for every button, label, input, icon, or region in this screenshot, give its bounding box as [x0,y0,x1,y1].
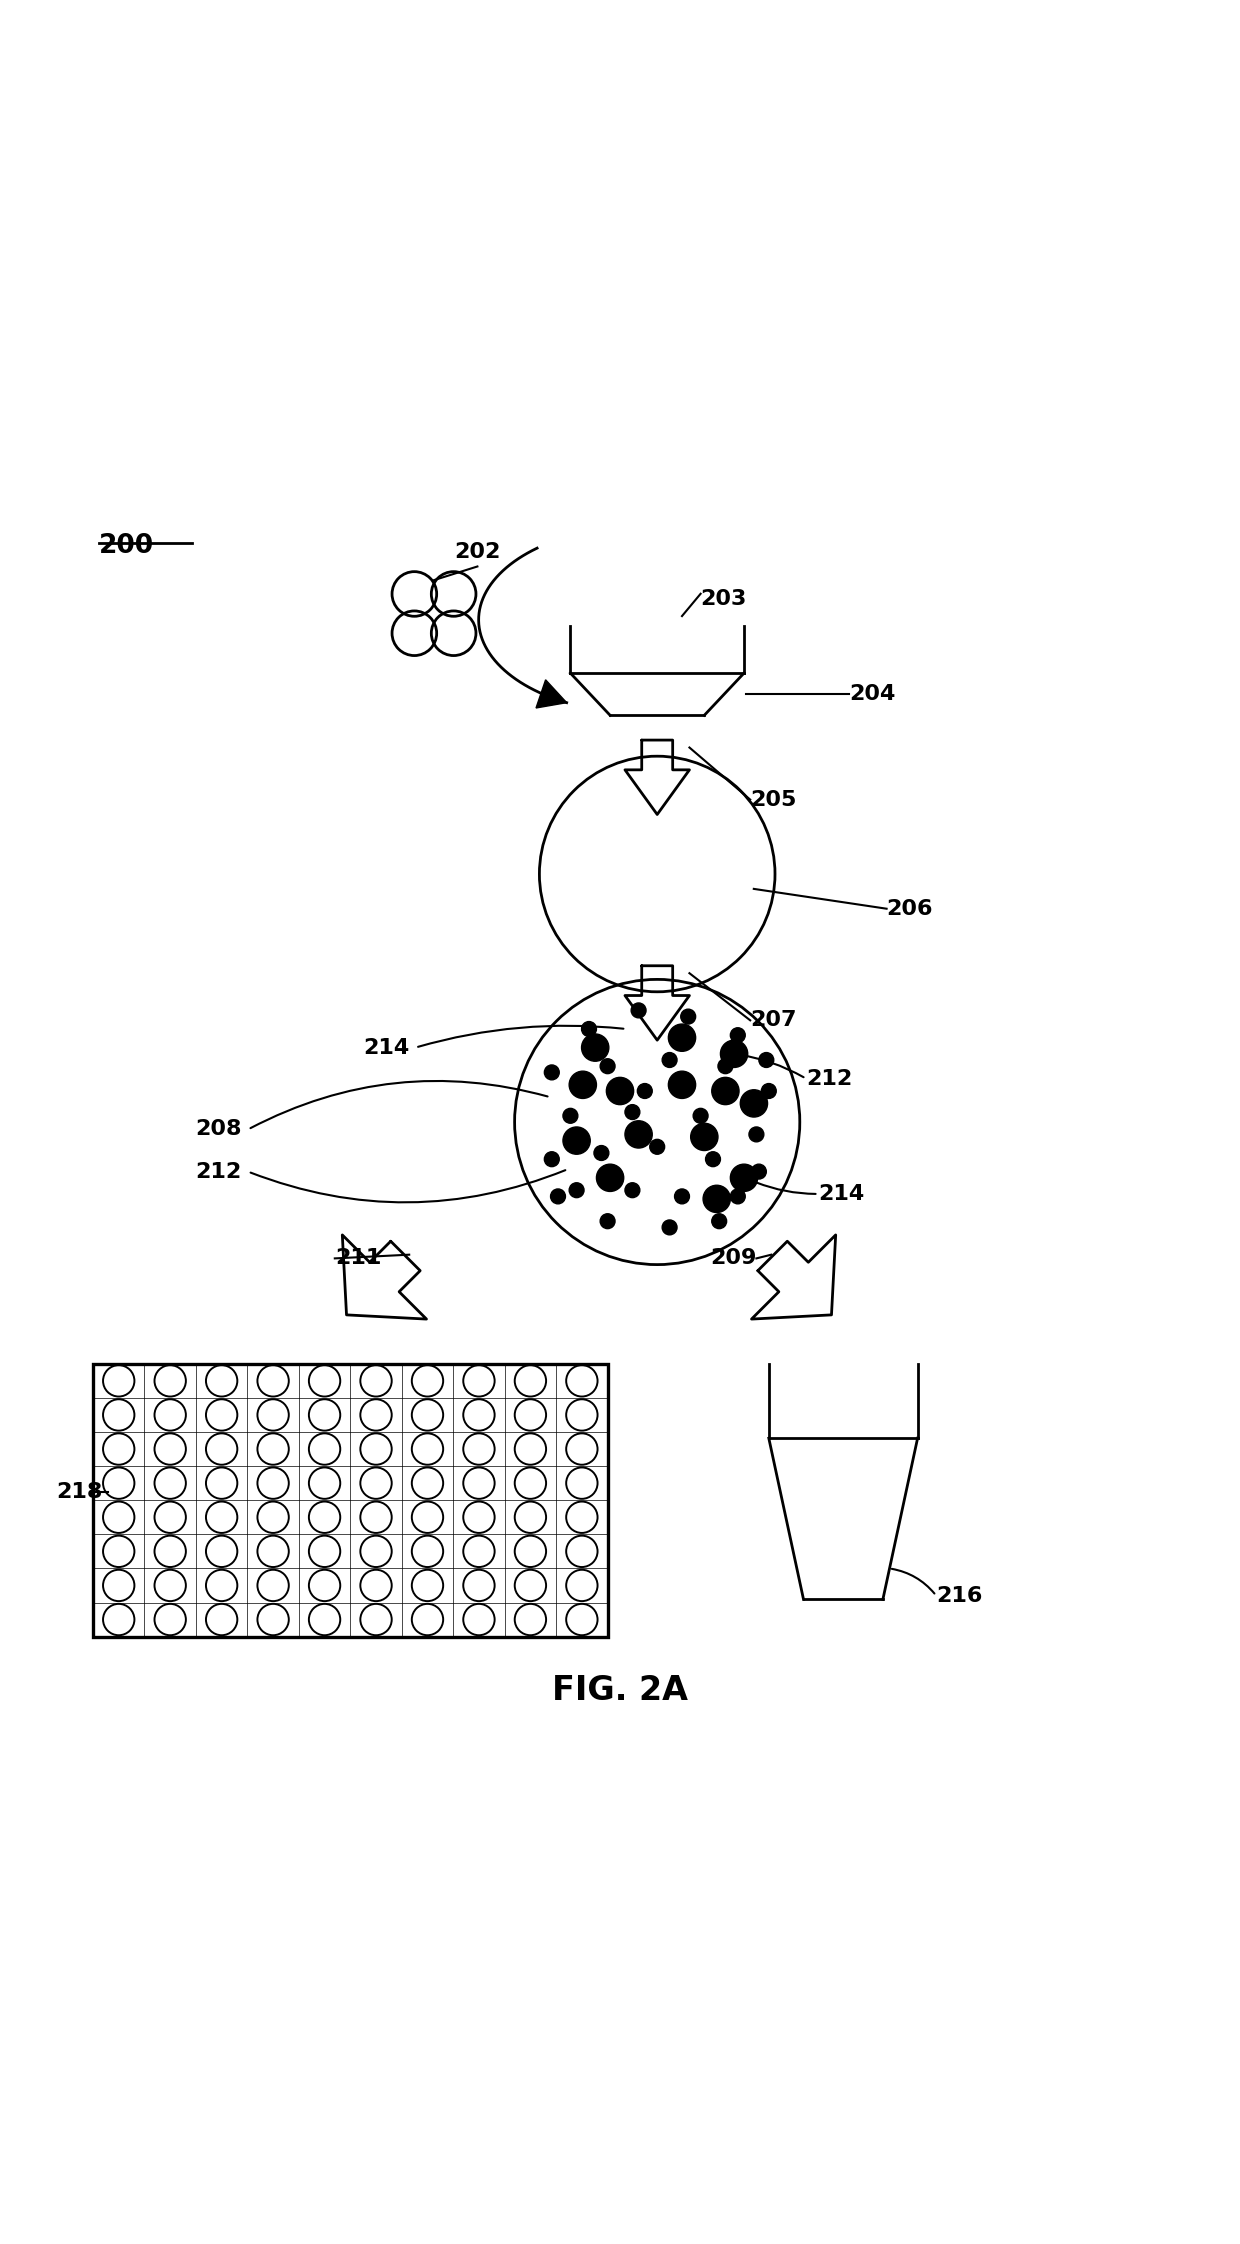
Circle shape [606,1077,634,1104]
Circle shape [668,1070,696,1100]
Text: 218: 218 [57,1481,103,1501]
Circle shape [569,1183,584,1198]
Text: 214: 214 [363,1037,409,1057]
Circle shape [596,1165,624,1192]
Circle shape [712,1077,739,1104]
Circle shape [706,1151,720,1167]
Circle shape [662,1221,677,1234]
Circle shape [563,1126,590,1153]
Bar [93,1364,608,1636]
Circle shape [650,1140,665,1153]
Text: 203: 203 [701,588,746,608]
Circle shape [582,1021,596,1037]
Text: 206: 206 [887,898,932,918]
Circle shape [625,1120,652,1149]
Circle shape [712,1214,727,1230]
Text: 216: 216 [936,1587,982,1607]
Circle shape [740,1091,768,1118]
Text: 209: 209 [711,1248,756,1268]
Text: 204: 204 [849,684,895,705]
Circle shape [582,1034,609,1061]
Circle shape [693,1109,708,1124]
Text: 207: 207 [750,1010,796,1030]
Circle shape [675,1189,689,1203]
Circle shape [759,1052,774,1068]
Circle shape [761,1084,776,1100]
Circle shape [631,1003,646,1019]
Text: 208: 208 [196,1120,242,1140]
Circle shape [625,1104,640,1120]
Circle shape [691,1124,718,1151]
Circle shape [749,1126,764,1142]
Text: FIG. 2A: FIG. 2A [552,1674,688,1708]
Circle shape [551,1189,565,1203]
Circle shape [625,1183,640,1198]
Circle shape [569,1070,596,1100]
Circle shape [681,1010,696,1023]
Circle shape [600,1059,615,1073]
Text: 202: 202 [454,541,501,561]
Circle shape [668,1023,696,1052]
Circle shape [563,1109,578,1124]
Circle shape [662,1052,677,1068]
Circle shape [703,1185,730,1212]
Text: 205: 205 [750,790,796,810]
Circle shape [718,1059,733,1073]
Circle shape [594,1144,609,1160]
Polygon shape [536,680,567,709]
Text: 211: 211 [335,1248,381,1268]
Text: 200: 200 [99,534,154,559]
Circle shape [544,1066,559,1079]
Circle shape [600,1214,615,1230]
Text: 212: 212 [806,1068,852,1088]
Circle shape [720,1041,748,1068]
Text: 214: 214 [818,1185,864,1205]
Circle shape [730,1165,758,1192]
Circle shape [730,1028,745,1043]
Circle shape [730,1189,745,1203]
Circle shape [637,1084,652,1100]
Text: 212: 212 [196,1162,242,1183]
Circle shape [751,1165,766,1178]
Circle shape [544,1151,559,1167]
